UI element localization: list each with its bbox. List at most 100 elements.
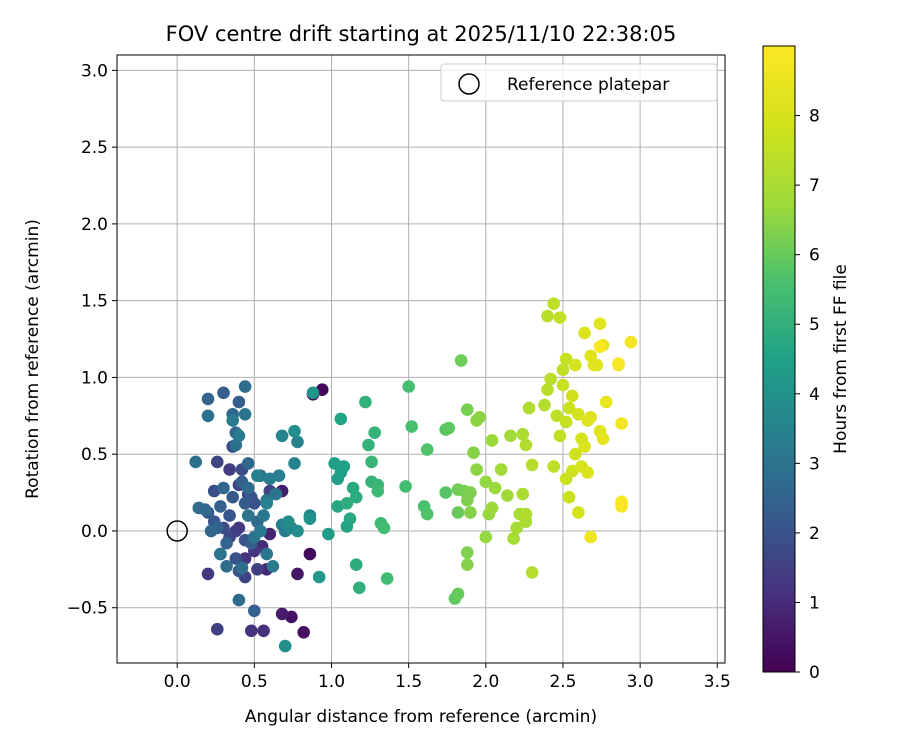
- chart-title: FOV centre drift starting at 2025/11/10 …: [166, 22, 677, 46]
- data-point: [220, 536, 233, 550]
- y-axis-label: Rotation from reference (arcmin): [23, 219, 43, 499]
- x-tick-label: 3.5: [704, 672, 731, 692]
- y-tick-label: −0.5: [67, 599, 108, 619]
- data-point: [238, 408, 252, 421]
- y-tick-label: 2.5: [81, 138, 108, 158]
- y-tick-label: 1.5: [81, 292, 108, 312]
- data-point: [365, 455, 378, 469]
- data-point: [362, 438, 375, 452]
- data-point: [525, 458, 539, 472]
- colorbar-gradient: [762, 45, 796, 673]
- data-point: [226, 490, 239, 504]
- data-point: [405, 420, 419, 433]
- data-point: [559, 415, 573, 429]
- data-point: [590, 358, 604, 372]
- data-point: [251, 469, 264, 483]
- data-point: [556, 363, 570, 377]
- data-point: [464, 486, 477, 499]
- data-point: [439, 486, 453, 499]
- data-point: [525, 566, 539, 579]
- data-point: [547, 460, 560, 473]
- data-points: [189, 297, 638, 653]
- data-point: [353, 581, 366, 595]
- data-point: [541, 383, 554, 397]
- data-point: [340, 497, 354, 510]
- data-point: [562, 490, 576, 504]
- y-tick-label: 2.0: [81, 215, 108, 235]
- data-point: [232, 395, 246, 409]
- data-point: [572, 506, 585, 519]
- data-point: [420, 507, 434, 521]
- legend-label: Reference platepar: [507, 75, 669, 95]
- x-tick-label: 0.0: [164, 672, 191, 692]
- data-point: [547, 297, 560, 311]
- colorbar-tick-label: 2: [809, 524, 820, 544]
- data-point: [593, 317, 607, 331]
- data-point: [214, 547, 227, 561]
- colorbar-tick-label: 4: [809, 385, 820, 405]
- data-point: [223, 509, 236, 522]
- data-point: [538, 398, 551, 412]
- data-point: [510, 521, 523, 535]
- colorbar-ticks: 0 1 2 3 4 5 6 7 8: [795, 107, 820, 683]
- data-point: [260, 547, 274, 561]
- data-point: [245, 624, 258, 638]
- data-point: [572, 408, 585, 421]
- data-point: [516, 427, 530, 441]
- data-point: [596, 432, 610, 446]
- data-point: [343, 512, 357, 525]
- data-point: [235, 561, 249, 575]
- data-point: [451, 587, 465, 601]
- data-point: [214, 500, 227, 513]
- data-point: [223, 463, 236, 476]
- data-point: [241, 509, 255, 522]
- data-point: [377, 521, 391, 535]
- data-point: [569, 358, 582, 372]
- data-point: [615, 495, 628, 509]
- y-axis-ticks: −0.5 0.0 0.5 1.0 1.5 2.0 2.5 3.0: [67, 61, 117, 619]
- data-point: [479, 475, 493, 489]
- data-point: [192, 501, 206, 515]
- data-point: [334, 412, 348, 426]
- data-point: [556, 378, 570, 392]
- data-point: [473, 411, 486, 424]
- data-point: [238, 497, 252, 510]
- data-point: [578, 440, 591, 453]
- data-point: [257, 509, 270, 522]
- data-point: [612, 357, 625, 370]
- data-point: [581, 466, 594, 479]
- data-point: [337, 460, 351, 473]
- data-point: [584, 411, 597, 424]
- colorbar-tick-label: 8: [809, 107, 820, 127]
- data-point: [288, 457, 301, 470]
- data-point: [226, 414, 239, 427]
- data-point: [516, 487, 530, 501]
- plot-frame: [116, 54, 726, 664]
- data-point: [420, 443, 434, 456]
- legend-box: [440, 63, 718, 102]
- x-tick-label: 0.5: [241, 672, 268, 692]
- data-point: [461, 546, 474, 559]
- data-point: [275, 607, 289, 621]
- data-point: [593, 340, 607, 354]
- data-point: [211, 455, 224, 469]
- colorbar: 0 1 2 3 4 5 6 7 8 Hours from first FF file: [762, 45, 851, 683]
- data-point: [238, 380, 252, 393]
- data-point: [578, 326, 591, 340]
- y-tick-label: 3.0: [81, 61, 108, 81]
- data-point: [544, 372, 557, 386]
- data-point: [464, 506, 477, 519]
- data-point: [220, 560, 233, 573]
- data-point: [562, 401, 576, 415]
- data-point: [257, 624, 270, 638]
- data-point: [232, 429, 246, 443]
- x-tick-label: 3.0: [627, 672, 654, 692]
- colorbar-label: Hours from first FF file: [831, 264, 851, 454]
- data-point: [229, 552, 243, 565]
- data-point: [371, 484, 385, 498]
- x-tick-label: 1.5: [395, 672, 422, 692]
- x-axis-ticks: 0.0 0.5 1.0 1.5 2.0 2.5 3.0 3.5: [164, 663, 731, 692]
- data-point: [263, 472, 277, 486]
- data-point: [217, 481, 230, 495]
